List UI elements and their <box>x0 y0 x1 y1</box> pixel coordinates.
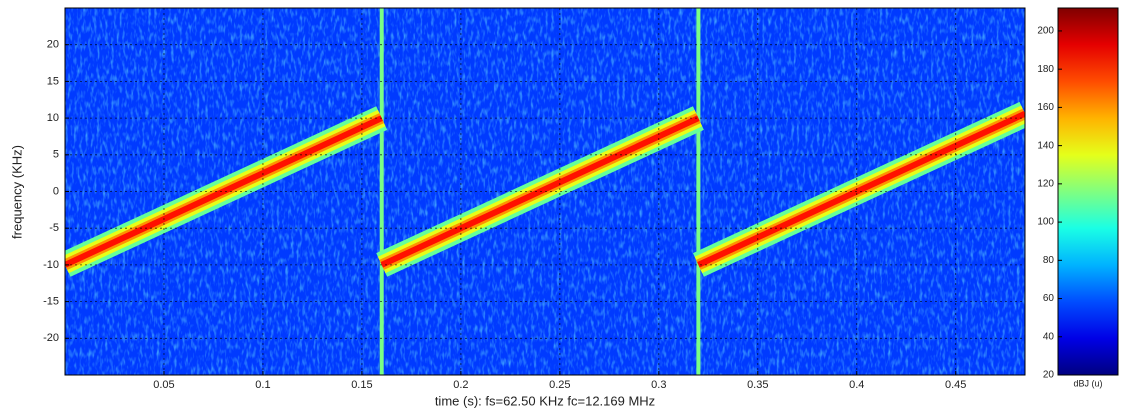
colorbar-tick-label: 200 <box>1037 26 1054 37</box>
y-tick-label: -10 <box>43 259 59 271</box>
colorbar-tick-label: 20 <box>1043 370 1055 381</box>
y-tick-label: 5 <box>53 149 59 161</box>
x-tick-label: 0.4 <box>849 379 864 391</box>
y-tick-label: 20 <box>47 39 59 51</box>
y-tick-label: 10 <box>47 112 59 124</box>
y-axis-label: frequency (KHz) <box>9 145 24 239</box>
x-tick-label: 0.2 <box>453 379 468 391</box>
chirp <box>697 110 1025 268</box>
colorbar-tick-label: 60 <box>1043 293 1055 304</box>
colorbar-tick-label: 180 <box>1037 64 1054 75</box>
y-tick-label: -15 <box>43 296 59 308</box>
x-tick-label: 0.1 <box>255 379 270 391</box>
colorbar <box>1057 7 1119 376</box>
x-tick-label: 0.3 <box>651 379 666 391</box>
colorbar-tick-label: 120 <box>1037 178 1054 189</box>
x-tick-label: 0.45 <box>945 379 966 391</box>
x-tick-label: 0.35 <box>747 379 768 391</box>
colorbar-label: dBJ (u) <box>1073 378 1102 388</box>
colorbar-tick-label: 160 <box>1037 102 1054 113</box>
y-tick-label: 0 <box>53 185 59 197</box>
x-tick-label: 0.25 <box>549 379 570 391</box>
y-tick-label: -20 <box>43 332 59 344</box>
colorbar-tick-label: 80 <box>1043 255 1055 266</box>
x-tick-label: 0.05 <box>153 379 174 391</box>
colorbar-tick-label: 140 <box>1037 140 1054 151</box>
y-tick-label: 15 <box>47 75 59 87</box>
x-tick-label: 0.15 <box>351 379 372 391</box>
y-tick-label: -5 <box>49 222 59 234</box>
colorbar-tick-label: 100 <box>1037 217 1054 228</box>
colorbar-tick-label: 40 <box>1043 331 1055 342</box>
x-axis-label: time (s): fs=62.50 KHz fc=12.169 MHz <box>435 393 655 408</box>
chirp <box>65 115 383 268</box>
plot-frame <box>64 7 1026 376</box>
